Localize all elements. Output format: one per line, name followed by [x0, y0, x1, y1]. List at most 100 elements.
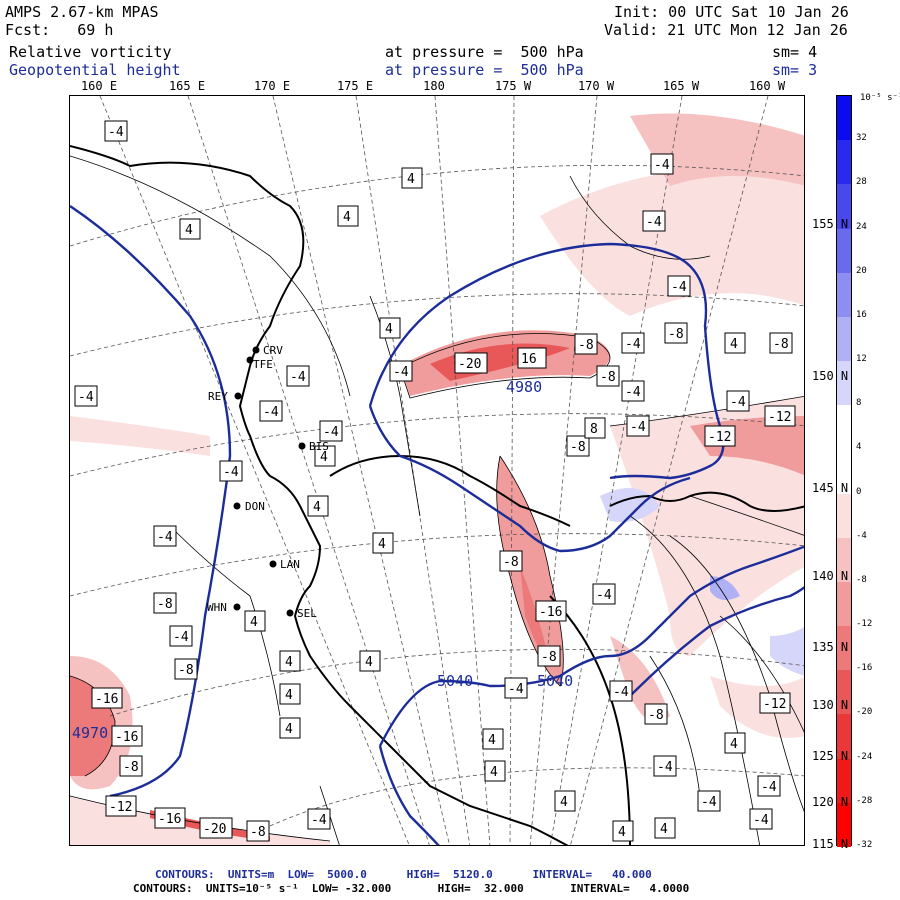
colorbar-tick-label: 20: [856, 265, 867, 276]
vort-label-4-i: 4: [279, 650, 301, 672]
svg-text:-4: -4: [108, 125, 124, 140]
lat-label-150n: 150 N: [812, 369, 849, 383]
vort-label-4-k: 4: [279, 683, 301, 705]
svg-text:-4: -4: [671, 280, 687, 295]
height-contour-4980: [368, 242, 725, 480]
svg-text:-8: -8: [178, 663, 194, 678]
svg-text:-4: -4: [646, 215, 662, 230]
vort-label-neg20-b: -20: [199, 817, 233, 839]
svg-text:4: 4: [185, 223, 193, 238]
vort-label-4-m: 4: [482, 728, 504, 750]
svg-text:4: 4: [285, 722, 293, 737]
colorbar-segment: [837, 140, 851, 185]
svg-text:-8: -8: [648, 708, 664, 723]
svg-text:-8: -8: [250, 825, 266, 840]
vort-label-neg4-j: -4: [319, 420, 343, 442]
svg-text:-4: -4: [596, 588, 612, 603]
colorbar-tick-label: 24: [856, 221, 867, 232]
svg-text:-4: -4: [657, 760, 673, 775]
vort-label-neg16-d: -16: [535, 600, 567, 622]
pressure-level-1: at pressure = 500 hPa: [385, 43, 584, 61]
colorbar-segment: [837, 405, 851, 450]
vort-label-4-j: 4: [359, 650, 381, 672]
svg-text:-16: -16: [158, 812, 181, 827]
vort-label-4-f: 4: [307, 495, 329, 517]
init-time: Init: 00 UTC Sat 10 Jan 26: [614, 3, 849, 21]
lat-label-145n: 145 N: [812, 481, 849, 495]
vort-label-4-d: 4: [379, 317, 401, 339]
vort-label-4-c: 4: [401, 167, 423, 189]
svg-text:-4: -4: [625, 337, 641, 352]
lat-label-125n: 125 N: [812, 749, 849, 763]
svg-text:-8: -8: [773, 337, 789, 352]
vort-label-4-s: 4: [724, 332, 746, 354]
vort-label-neg8-a: -8: [664, 322, 688, 344]
colorbar-tick-label: -24: [856, 751, 873, 762]
svg-text:-16: -16: [539, 605, 562, 620]
vort-label-neg8-b: -8: [574, 333, 598, 355]
vort-label-neg4-t: -4: [609, 680, 633, 702]
vort-label-neg4-q: -4: [307, 808, 331, 830]
svg-text:-16: -16: [115, 730, 138, 745]
svg-text:-4: -4: [508, 682, 524, 697]
vort-label-neg4-m: -4: [726, 390, 750, 412]
svg-text:-4: -4: [613, 685, 629, 700]
station-label-lan: LAN: [280, 558, 300, 571]
colorbar-segment: [837, 184, 851, 230]
vort-label-neg8-j: -8: [499, 550, 523, 572]
svg-text:4: 4: [660, 822, 668, 837]
station-label-rey: REY: [208, 390, 228, 403]
svg-text:-8: -8: [600, 370, 616, 385]
vort-label-4-a: 4: [179, 218, 201, 240]
lat-label-115n: 115 N: [812, 837, 849, 851]
svg-text:-4: -4: [173, 630, 189, 645]
svg-text:4: 4: [285, 688, 293, 703]
footer-vorticity-contours: CONTOURS: UNITS=10⁻⁵ s⁻¹ LOW= -32.000 HI…: [133, 882, 690, 895]
colorbar-tick-label: -4: [856, 530, 867, 541]
height-label-5040-a: 5040: [437, 672, 473, 690]
vort-label-neg4-l: -4: [626, 415, 650, 437]
station-label-whn: WHN: [207, 601, 227, 614]
svg-text:4: 4: [285, 655, 293, 670]
svg-text:-4: -4: [753, 813, 769, 828]
forecast-hour: Fcst: 69 h: [5, 21, 114, 39]
height-contour-5040: [378, 545, 804, 747]
colorbar-segment: [837, 802, 851, 848]
svg-text:-4: -4: [393, 365, 409, 380]
svg-text:-4: -4: [630, 420, 646, 435]
colorbar-segment: [837, 316, 851, 362]
colorbar-tick-label: -32: [856, 840, 873, 850]
colorbar-tick-label: 4: [856, 442, 862, 453]
svg-text:-4: -4: [311, 813, 327, 828]
svg-text:-4: -4: [157, 530, 173, 545]
lon-label-160e: 160 E: [80, 79, 118, 93]
vort-label-neg4-c: -4: [642, 210, 666, 232]
vort-label-4-n: 4: [484, 760, 506, 782]
smoothing-2: sm= 3: [772, 61, 818, 79]
vort-label-neg16-a: -16: [91, 687, 123, 709]
pressure-level-2: at pressure = 500 hPa: [385, 61, 584, 79]
colorbar-tick-label: -12: [856, 619, 873, 630]
lon-label-175w: 175 W: [494, 79, 532, 93]
station-label-crv: CRV: [263, 344, 283, 357]
vort-label-neg8-i: -8: [246, 820, 270, 842]
svg-text:-8: -8: [503, 555, 519, 570]
svg-text:-12: -12: [763, 697, 786, 712]
lat-label-140n: 140 N: [812, 569, 849, 583]
vort-label-4-g: 4: [372, 532, 394, 554]
svg-text:4: 4: [365, 655, 373, 670]
colorbar-segment: [837, 361, 851, 406]
lat-label-130n: 130 N: [812, 698, 849, 712]
vort-label-4-p: 4: [612, 820, 634, 842]
svg-text:-12: -12: [768, 410, 791, 425]
lon-label-160w: 160 W: [748, 79, 786, 93]
vort-label-neg4-k: -4: [621, 380, 645, 402]
colorbar-tick-label: 12: [856, 354, 867, 365]
vort-label-neg12-d: -12: [759, 692, 791, 714]
colorbar-segment: [837, 449, 851, 495]
vort-label-neg4-e: -4: [621, 332, 645, 354]
field-relative-vorticity: Relative vorticity: [9, 43, 172, 61]
vort-label-neg4-w: -4: [757, 775, 781, 797]
svg-text:4: 4: [320, 450, 328, 465]
svg-text:-12: -12: [708, 430, 731, 445]
